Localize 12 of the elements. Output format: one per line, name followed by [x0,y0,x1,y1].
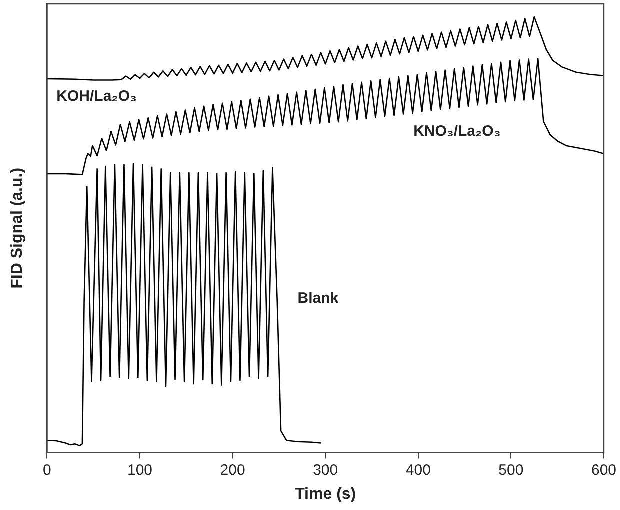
x-tick-label: 100 [127,462,153,479]
x-tick-label: 300 [313,462,338,479]
x-axis-title: Time (s) [295,486,356,503]
y-axis-title: FID Signal (a.u.) [9,168,26,289]
x-tick-label: 500 [498,462,524,479]
x-tick-label: 400 [406,462,431,479]
series-label: KOH/La₂O₃ [56,88,138,106]
x-tick-label: 200 [220,462,246,479]
series-label: KNO₃/La₂O₃ [414,123,501,140]
x-tick-label: 600 [591,462,617,479]
series-label: Blank [298,290,340,307]
x-tick-label: 0 [43,462,52,479]
